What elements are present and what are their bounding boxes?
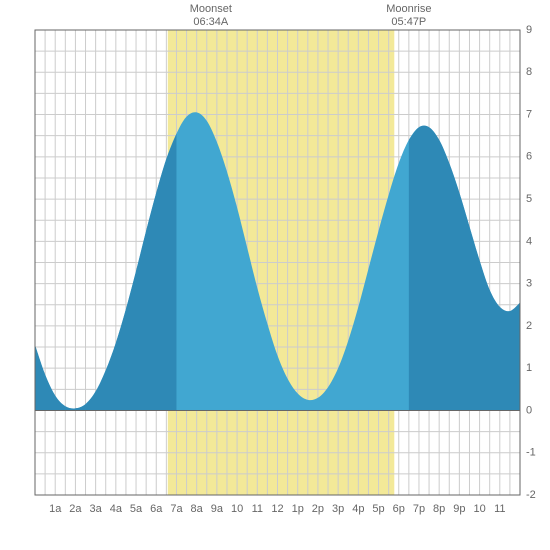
x-tick-label: 11 [252,503,263,515]
x-tick-label: 2a [69,503,82,515]
y-tick-label: 8 [526,66,532,78]
moonrise-time: 05:47P [391,16,426,28]
x-tick-label: 10 [231,503,243,515]
x-tick-label: 6p [393,503,405,515]
x-tick-label: 12 [271,503,283,515]
moonset-title: Moonset [190,3,232,15]
y-tick-label: 3 [526,278,532,290]
moonrise-title: Moonrise [386,3,431,15]
y-tick-label: 9 [526,24,532,36]
x-tick-label: 9p [453,503,465,515]
x-tick-label: 5a [130,503,143,515]
x-tick-label: 1p [292,503,304,515]
x-tick-label: 2p [312,503,324,515]
tide-chart: -2-101234567891a2a3a4a5a6a7a8a9a1011121p… [0,0,550,550]
y-tick-label: 1 [526,362,532,374]
x-tick-label: 7a [170,503,183,515]
x-tick-label: 3a [90,503,103,515]
x-tick-label: 10 [473,503,485,515]
moonset-time: 06:34A [193,16,229,28]
x-tick-label: 3p [332,503,344,515]
y-tick-label: -1 [526,447,536,459]
x-tick-label: 4p [352,503,364,515]
y-tick-label: 6 [526,151,532,163]
y-tick-label: 7 [526,108,532,120]
y-tick-label: 5 [526,193,532,205]
x-tick-label: 8a [191,503,204,515]
y-tick-label: 4 [526,235,532,247]
x-tick-label: 4a [110,503,123,515]
x-tick-label: 9a [211,503,224,515]
x-tick-label: 11 [494,503,505,515]
x-tick-label: 6a [150,503,163,515]
chart-canvas: -2-101234567891a2a3a4a5a6a7a8a9a1011121p… [0,0,550,550]
x-tick-label: 7p [413,503,425,515]
y-tick-label: -2 [526,489,536,501]
x-tick-label: 8p [433,503,445,515]
y-tick-label: 2 [526,320,532,332]
y-tick-label: 0 [526,404,532,416]
x-tick-label: 5p [372,503,384,515]
x-tick-label: 1a [49,503,62,515]
